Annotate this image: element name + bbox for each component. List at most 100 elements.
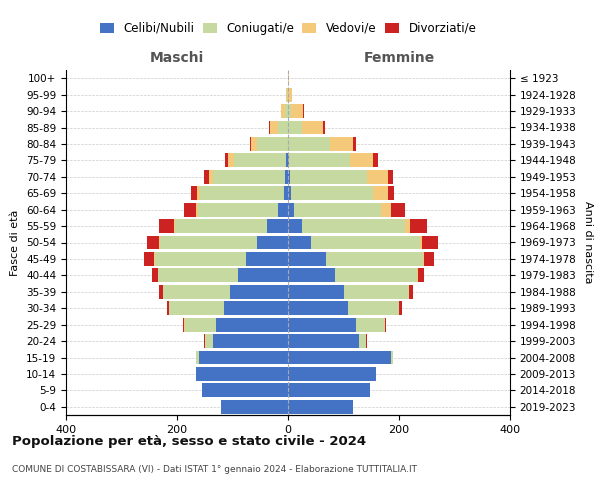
Bar: [391, 202, 405, 216]
Bar: [251, 137, 257, 151]
Bar: [182, 318, 184, 332]
Bar: [288, 71, 289, 85]
Bar: [348, 301, 399, 315]
Bar: [356, 318, 385, 332]
Bar: [359, 334, 366, 348]
Bar: [196, 367, 288, 381]
Bar: [286, 88, 287, 102]
Bar: [291, 104, 303, 118]
Bar: [287, 88, 288, 102]
Bar: [174, 219, 175, 233]
Bar: [373, 186, 388, 200]
Bar: [288, 400, 353, 414]
Bar: [373, 154, 378, 168]
Bar: [209, 170, 213, 184]
Bar: [291, 186, 373, 200]
Bar: [366, 334, 367, 348]
Bar: [230, 285, 288, 299]
Bar: [196, 202, 197, 216]
Bar: [144, 252, 154, 266]
Bar: [233, 154, 286, 168]
Text: Popolazione per età, sesso e stato civile - 2024: Popolazione per età, sesso e stato civil…: [12, 435, 366, 448]
Bar: [167, 301, 169, 315]
Bar: [163, 285, 230, 299]
Bar: [388, 186, 394, 200]
Bar: [257, 137, 288, 151]
Bar: [424, 252, 434, 266]
Bar: [288, 301, 348, 315]
Bar: [216, 318, 288, 332]
Bar: [293, 202, 381, 216]
Bar: [329, 137, 353, 151]
Bar: [290, 170, 367, 184]
Bar: [267, 219, 288, 233]
Bar: [288, 202, 293, 216]
Text: Femmine: Femmine: [364, 51, 434, 65]
Bar: [257, 236, 288, 250]
Bar: [289, 154, 350, 168]
Bar: [281, 104, 285, 118]
Bar: [326, 252, 423, 266]
Bar: [302, 120, 323, 134]
Bar: [367, 170, 388, 184]
Bar: [238, 268, 288, 282]
Bar: [247, 252, 288, 266]
Bar: [152, 268, 158, 282]
Bar: [410, 219, 427, 233]
Bar: [422, 236, 438, 250]
Bar: [419, 236, 422, 250]
Bar: [169, 301, 224, 315]
Bar: [199, 350, 288, 364]
Bar: [288, 252, 326, 266]
Bar: [288, 285, 343, 299]
Bar: [197, 202, 278, 216]
Text: Maschi: Maschi: [150, 51, 204, 65]
Bar: [200, 186, 284, 200]
Bar: [205, 334, 213, 348]
Bar: [381, 202, 391, 216]
Bar: [175, 219, 267, 233]
Bar: [250, 137, 251, 151]
Bar: [288, 334, 359, 348]
Bar: [302, 219, 404, 233]
Bar: [285, 104, 288, 118]
Bar: [343, 285, 409, 299]
Y-axis label: Anni di nascita: Anni di nascita: [583, 201, 593, 283]
Bar: [155, 252, 247, 266]
Bar: [285, 170, 288, 184]
Bar: [284, 186, 288, 200]
Bar: [288, 88, 292, 102]
Bar: [269, 120, 278, 134]
Bar: [404, 219, 410, 233]
Bar: [288, 104, 291, 118]
Bar: [409, 285, 413, 299]
Bar: [399, 301, 402, 315]
Bar: [278, 202, 288, 216]
Bar: [350, 154, 373, 168]
Bar: [288, 268, 335, 282]
Bar: [196, 350, 199, 364]
Bar: [288, 219, 302, 233]
Bar: [288, 137, 329, 151]
Bar: [288, 170, 290, 184]
Bar: [288, 186, 291, 200]
Bar: [323, 120, 325, 134]
Bar: [288, 367, 376, 381]
Legend: Celibi/Nubili, Coniugati/e, Vedovi/e, Divorziati/e: Celibi/Nubili, Coniugati/e, Vedovi/e, Di…: [95, 18, 481, 40]
Bar: [418, 268, 424, 282]
Bar: [391, 350, 393, 364]
Text: COMUNE DI COSTABISSARA (VI) - Dati ISTAT 1° gennaio 2024 - Elaborazione TUTTITAL: COMUNE DI COSTABISSARA (VI) - Dati ISTAT…: [12, 465, 417, 474]
Bar: [213, 334, 288, 348]
Bar: [353, 137, 356, 151]
Bar: [147, 236, 159, 250]
Bar: [288, 154, 289, 168]
Bar: [228, 154, 233, 168]
Bar: [158, 268, 238, 282]
Bar: [202, 384, 288, 398]
Bar: [278, 120, 288, 134]
Bar: [197, 186, 200, 200]
Bar: [286, 154, 288, 168]
Bar: [191, 186, 197, 200]
Bar: [221, 400, 288, 414]
Bar: [388, 170, 393, 184]
